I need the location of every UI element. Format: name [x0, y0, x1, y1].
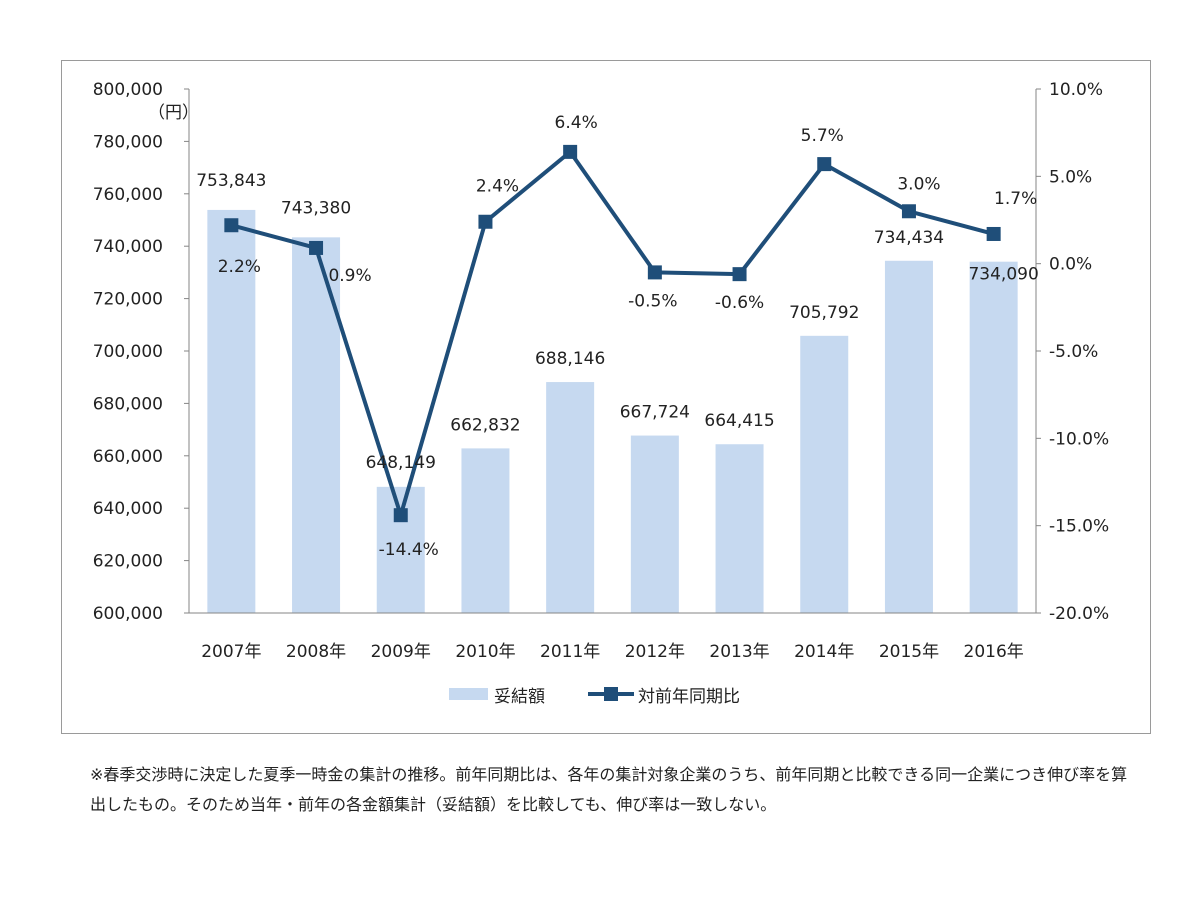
bar-4	[546, 382, 595, 613]
bar-9	[969, 261, 1018, 613]
line-marker-7	[817, 157, 832, 172]
left-tick-label-10: 800,000	[93, 80, 163, 100]
bar-value-label-3: 662,832	[450, 415, 520, 435]
bar-7	[800, 335, 849, 613]
left-tick-label-5: 700,000	[93, 342, 163, 362]
left-tick-label-4: 680,000	[93, 394, 163, 414]
line-marker-6	[732, 267, 747, 282]
chart-frame: 600,000 620,000 640,000 660,000 680,000 700,0…	[61, 60, 1151, 734]
legend-line-marker	[604, 687, 618, 701]
bar-value-label-4: 688,146	[535, 349, 605, 369]
category-label-9: 2016年	[964, 642, 1024, 662]
category-label-2: 2009年	[371, 642, 431, 662]
right-tick-label-3: -5.0%	[1049, 342, 1098, 362]
line-value-label-5: -0.5%	[628, 291, 677, 311]
line-marker-9	[986, 226, 1001, 241]
bar-value-label-7: 705,792	[789, 303, 859, 323]
chart-svg: 600,000 620,000 640,000 660,000 680,000 700,0…	[93, 80, 1109, 707]
bar-value-label-0: 753,843	[196, 171, 266, 191]
bar-value-label-2: 648,149	[366, 453, 436, 473]
line-marker-8	[901, 204, 916, 219]
legend-bar-swatch	[449, 688, 488, 700]
left-tick-label-7: 740,000	[93, 237, 163, 257]
category-label-7: 2014年	[794, 642, 854, 662]
category-label-3: 2010年	[455, 642, 515, 662]
bar-value-label-1: 743,380	[281, 198, 351, 218]
line-marker-5	[647, 265, 662, 280]
category-label-0: 2007年	[201, 642, 261, 662]
bar-value-label-5: 667,724	[620, 403, 690, 423]
line-marker-1	[309, 240, 324, 255]
bar-1	[292, 237, 341, 613]
line-value-label-9: 1.7%	[994, 189, 1037, 209]
bar-2	[376, 486, 425, 613]
left-tick-label-8: 760,000	[93, 185, 163, 205]
line-value-label-4: 6.4%	[555, 113, 598, 133]
line-value-label-2: -14.4%	[379, 540, 439, 560]
left-tick-label-1: 620,000	[93, 552, 163, 572]
line-value-label-1: 0.9%	[328, 266, 371, 286]
bar-6	[715, 444, 764, 613]
line-marker-3	[478, 214, 493, 229]
line-marker-4	[563, 144, 578, 159]
category-label-4: 2011年	[540, 642, 600, 662]
category-label-6: 2013年	[709, 642, 769, 662]
category-label-8: 2015年	[879, 642, 939, 662]
right-tick-label-0: -20.0%	[1049, 604, 1109, 624]
footnote: ※春季交渉時に決定した夏季一時金の集計の推移。前年同期比は、各年の集計対象企業の…	[90, 765, 1128, 814]
left-axis-unit: （円）	[148, 103, 199, 123]
left-tick-label-9: 780,000	[93, 132, 163, 152]
line-marker-2	[393, 508, 408, 523]
bar-8	[884, 260, 933, 613]
line-value-label-7: 5.7%	[801, 126, 844, 146]
line-value-label-8: 3.0%	[897, 174, 940, 194]
legend-bar-label: 妥結額	[494, 687, 545, 707]
right-tick-label-4: 0.0%	[1049, 255, 1092, 275]
left-tick-label-2: 640,000	[93, 499, 163, 519]
bar-3	[461, 448, 510, 613]
right-tick-label-1: -15.0%	[1049, 517, 1109, 537]
bar-value-label-6: 664,415	[704, 411, 774, 431]
line-value-label-0: 2.2%	[218, 257, 261, 277]
bar-value-label-9: 734,090	[968, 265, 1038, 285]
left-tick-label-6: 720,000	[93, 290, 163, 310]
line-value-label-6: -0.6%	[715, 293, 764, 313]
category-label-1: 2008年	[286, 642, 346, 662]
bar-5	[630, 435, 679, 613]
right-tick-label-2: -10.0%	[1049, 429, 1109, 449]
left-tick-label-3: 660,000	[93, 447, 163, 467]
line-value-label-3: 2.4%	[476, 177, 519, 197]
right-tick-label-5: 5.0%	[1049, 167, 1092, 187]
left-tick-label-0: 600,000	[93, 604, 163, 624]
line-marker-0	[224, 218, 239, 233]
legend-line-label: 対前年同期比	[638, 687, 740, 707]
bar-0	[207, 209, 256, 613]
right-tick-label-6: 10.0%	[1049, 80, 1103, 100]
bar-value-label-8: 734,434	[874, 228, 944, 248]
line-series-path	[230, 149, 995, 518]
category-label-5: 2012年	[625, 642, 685, 662]
